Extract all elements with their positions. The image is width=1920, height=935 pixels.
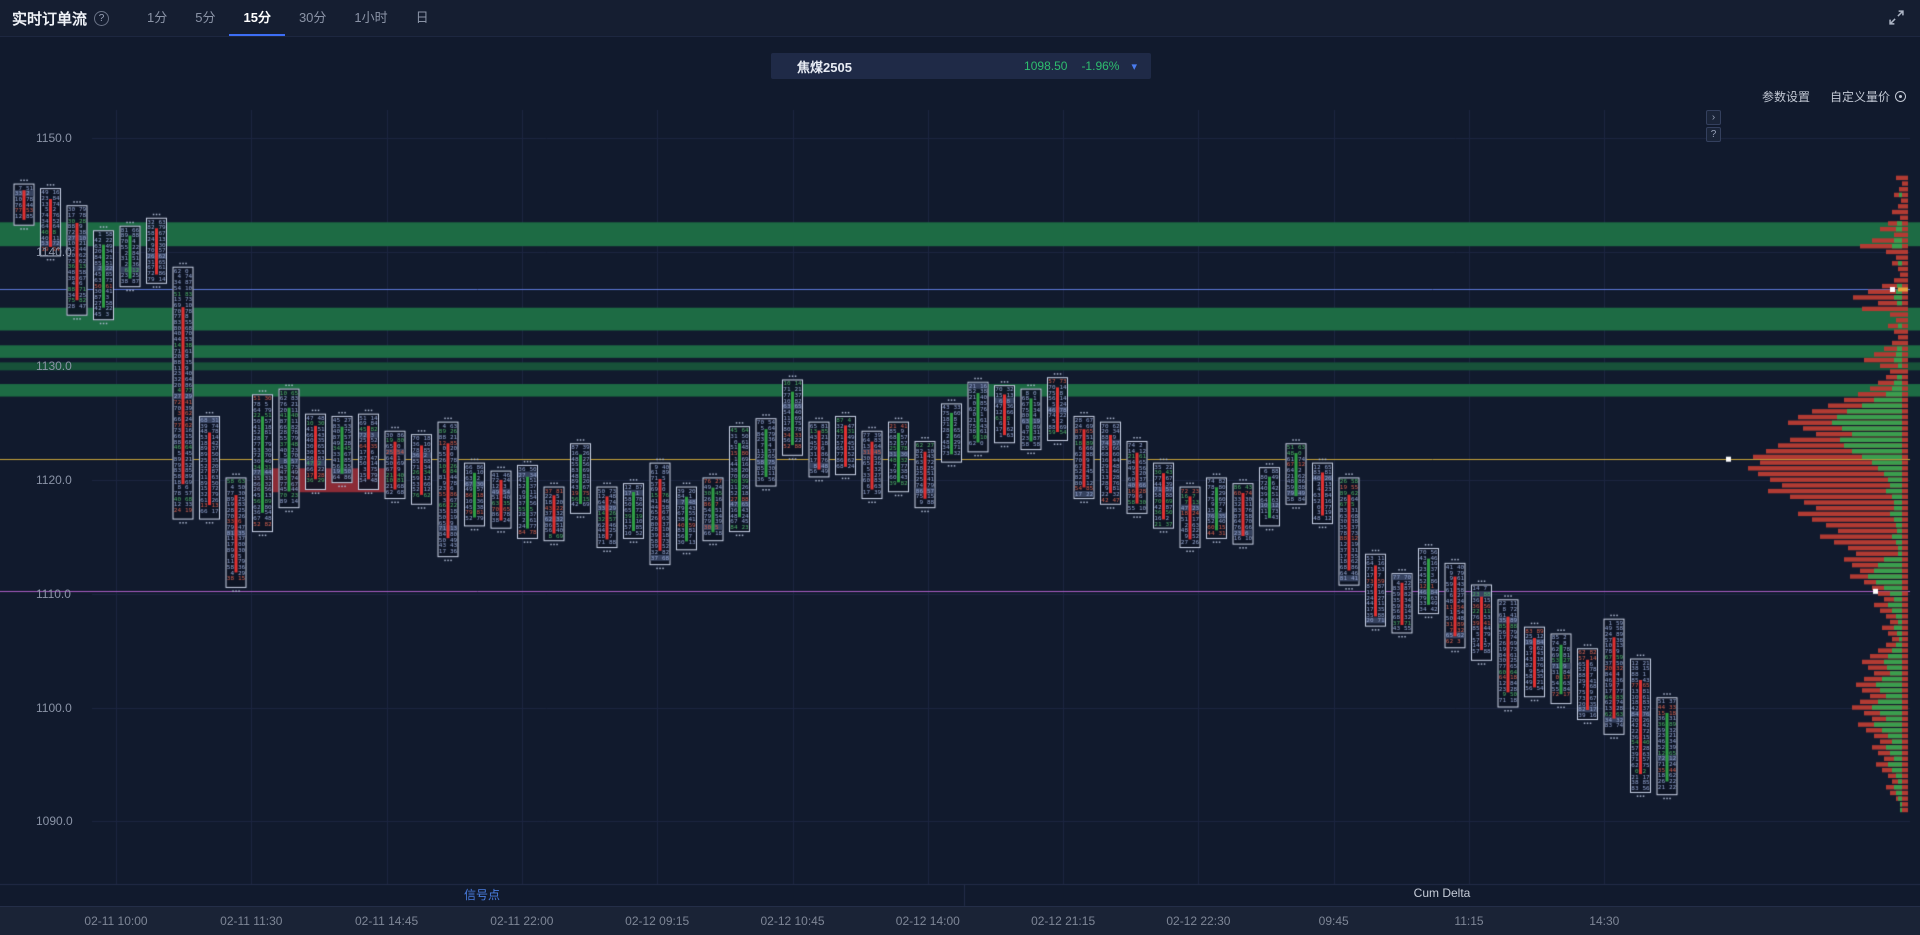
indicator-mini-buttons: › ?	[1706, 110, 1721, 144]
time-axis-label: 02-12 10:45	[760, 914, 825, 928]
chevron-down-icon: ▾	[1131, 60, 1137, 73]
collapse-button[interactable]: ›	[1706, 110, 1721, 125]
contract-name: 焦煤2505	[797, 59, 852, 75]
signal-point-label[interactable]: 信号点	[463, 888, 500, 902]
tab-5min[interactable]: 5分	[195, 10, 216, 25]
time-axis-label: 11:15	[1454, 914, 1484, 928]
time-axis-label: 02-11 11:30	[220, 914, 283, 928]
cum-delta-label[interactable]: Cum Delta	[1413, 886, 1471, 900]
page-title: 实时订单流	[12, 10, 88, 28]
custom-volume-price-button[interactable]: 自定义量价	[1830, 88, 1906, 105]
tab-1min[interactable]: 1分	[147, 10, 168, 25]
indicator-help-button[interactable]: ?	[1706, 127, 1721, 142]
top-bar: 实时订单流 ? 1分 5分 15分 30分 1小时 日	[0, 0, 1920, 37]
last-price: 1098.50	[1024, 59, 1068, 73]
tab-1hour[interactable]: 1小时	[354, 10, 388, 25]
time-axis-label: 02-11 14:45	[355, 914, 419, 928]
subpanel-labels: 信号点 Cum Delta	[0, 886, 1920, 904]
contract-selector[interactable]: 焦煤2505 1098.50 -1.96% ▾	[771, 53, 1151, 79]
time-axis-label: 02-12 21:15	[1031, 914, 1096, 928]
time-axis-label: 02-12 09:15	[625, 914, 690, 928]
time-axis-label: 02-11 10:00	[84, 914, 148, 928]
time-axis-label: 14:30	[1589, 914, 1620, 928]
tab-day[interactable]: 日	[415, 10, 429, 25]
target-icon	[1895, 91, 1906, 102]
time-axis[interactable]: 02-11 10:00 02-11 11:30 02-11 14:45 02-11 2…	[0, 906, 1920, 935]
change-percent: -1.96%	[1081, 59, 1120, 73]
help-icon[interactable]: ?	[94, 10, 110, 26]
tab-15min[interactable]: 15分	[229, 0, 285, 36]
time-axis-label: 02-11 22:00	[490, 914, 554, 928]
time-axis-label: 02-12 22:30	[1166, 914, 1231, 928]
custom-volume-price-label: 自定义量价	[1829, 90, 1890, 104]
time-axis-label: 09:45	[1318, 914, 1349, 928]
tab-30min[interactable]: 30分	[298, 10, 327, 25]
expand-icon[interactable]	[1889, 10, 1904, 30]
parameter-settings-button[interactable]: 参数设置	[1761, 90, 1810, 104]
chart-toolbar: 参数设置 自定义量价	[1762, 88, 1906, 105]
time-axis-label: 02-12 14:00	[895, 914, 960, 928]
timeframe-tabs: 1分 5分 15分 30分 1小时 日	[133, 0, 443, 36]
